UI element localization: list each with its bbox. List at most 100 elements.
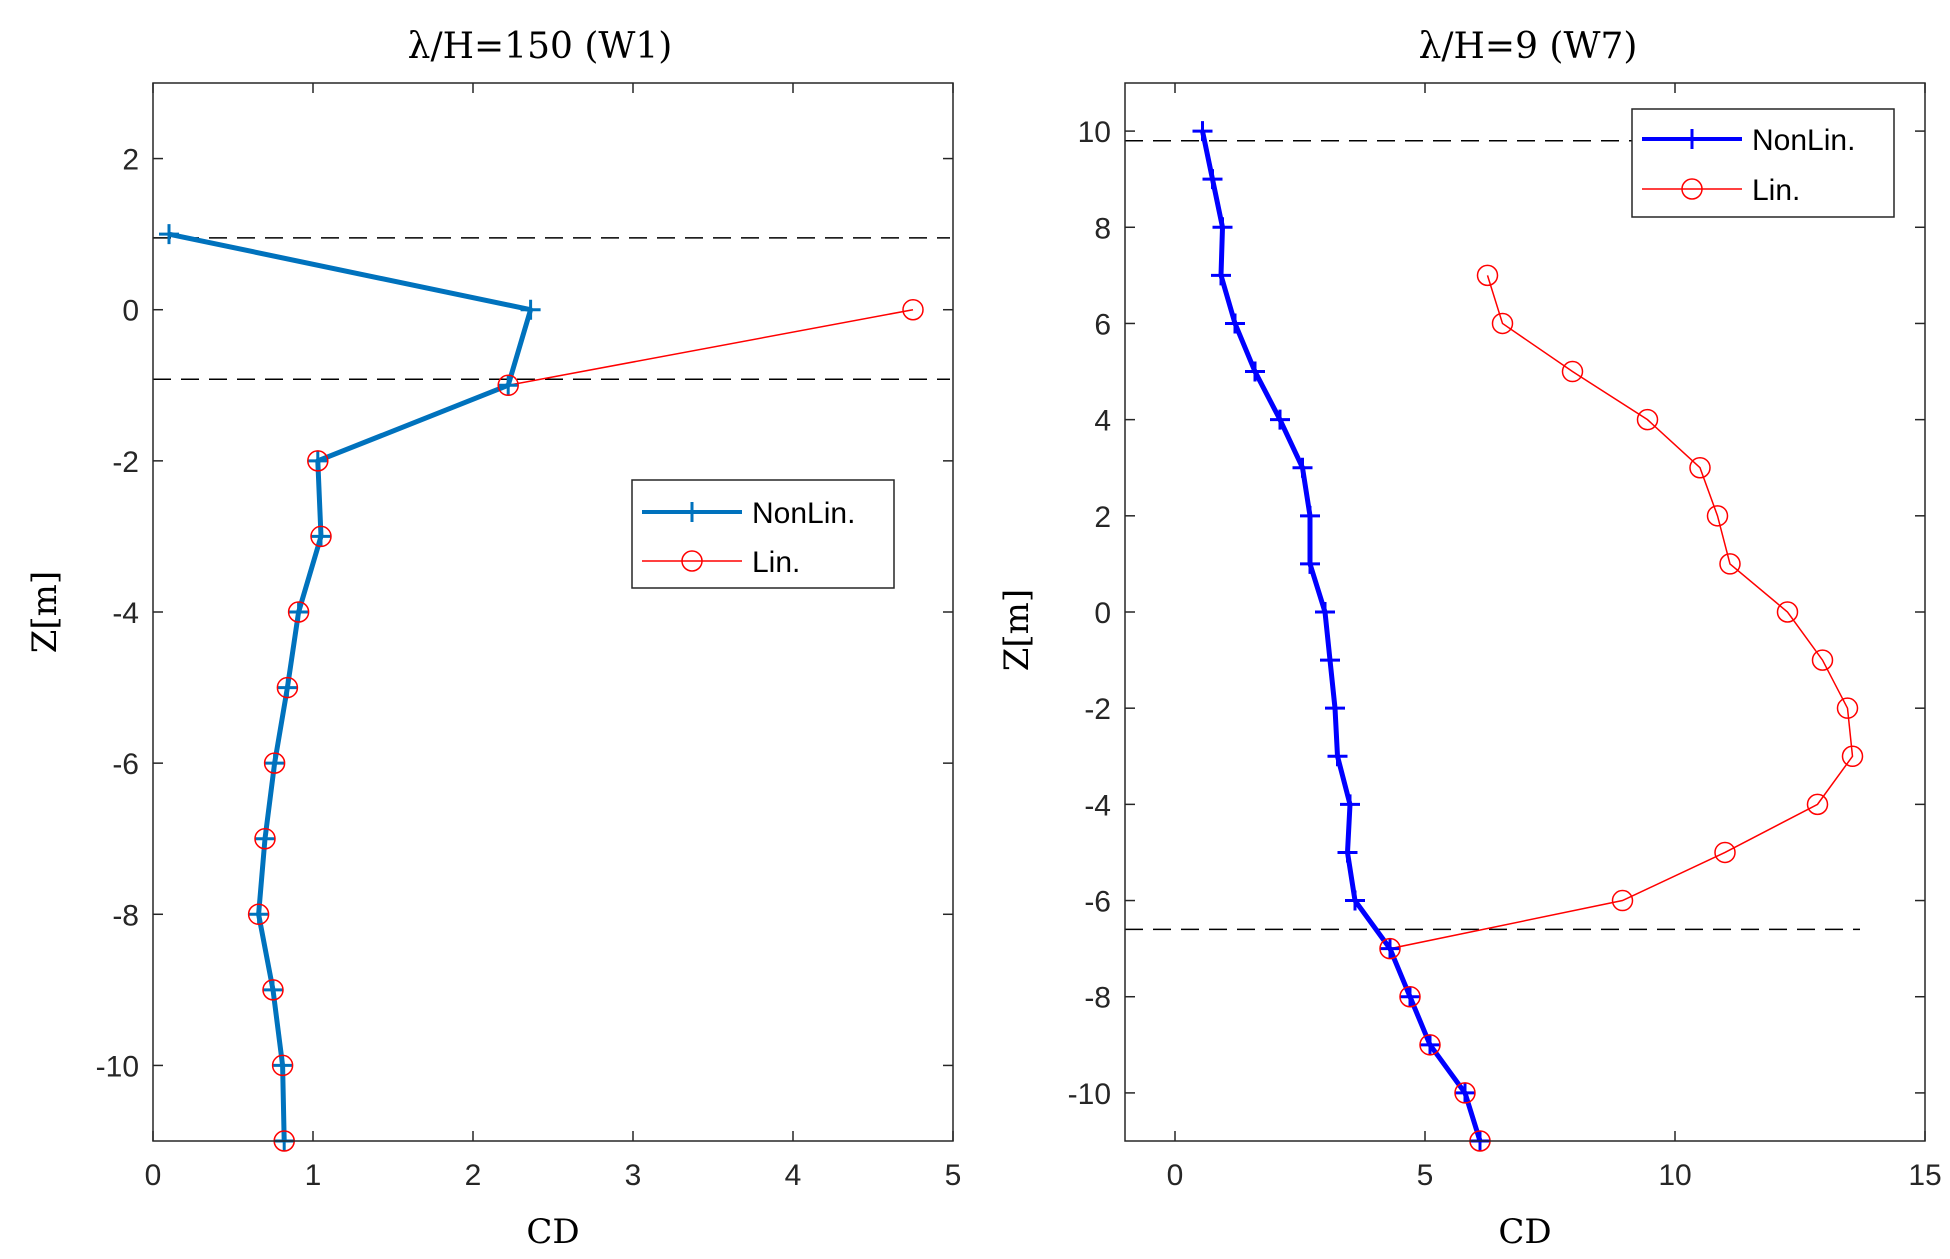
right-legend-marker-lin — [1681, 178, 1703, 200]
left-lin-point — [310, 525, 332, 548]
right-lin-point — [1776, 601, 1799, 623]
right-lin-point — [1491, 312, 1514, 335]
left-legend-marker-lin — [681, 550, 703, 572]
right-y-tick-label: -6 — [1084, 886, 1111, 919]
left-y-tick-label: -4 — [112, 597, 139, 630]
right-axes-box — [1124, 82, 1926, 1142]
left-lin-point — [287, 601, 310, 623]
right-lin-point — [1561, 360, 1584, 383]
right-nonlin-point — [1380, 938, 1400, 959]
left-axes-box — [152, 82, 954, 1142]
right-nonlin-point — [1337, 842, 1358, 863]
right-y-tick-label: -4 — [1084, 789, 1111, 822]
right-nonlin-point — [1420, 1034, 1440, 1055]
right-panel-title: λ/H=9 (W7) — [1419, 26, 1638, 67]
right-x-tick-label: 0 — [1167, 1159, 1184, 1192]
right-x-tick-label: 5 — [1417, 1159, 1434, 1192]
right-ticks: 0 5 10 15 -10 -8 -6 -4 -2 0 2 4 6 8 10 — [1068, 83, 1942, 1192]
left-y-tick-label: -10 — [96, 1050, 139, 1083]
right-nonlin-point — [1325, 698, 1345, 719]
right-nonlin-point — [1270, 409, 1290, 430]
right-y-tick-label: -8 — [1084, 982, 1111, 1015]
right-lin-point — [1841, 745, 1864, 768]
right-lin-point — [1706, 505, 1729, 527]
left-x-tick-label: 4 — [785, 1159, 802, 1192]
right-y-tick-label: 6 — [1094, 308, 1111, 341]
right-nonlin-point — [1225, 313, 1245, 334]
right-nonlin-point — [1320, 650, 1340, 671]
left-legend-marker-nonlin — [682, 502, 702, 522]
right-lin-point — [1399, 985, 1421, 1008]
right-nonlin-point — [1400, 986, 1420, 1007]
right-lin-point — [1611, 889, 1634, 912]
right-lin-point — [1689, 456, 1711, 479]
left-panel-title: λ/H=150 (W1) — [408, 26, 673, 67]
right-x-tick-label: 15 — [1908, 1159, 1941, 1192]
left-legend-box — [631, 479, 895, 589]
right-plot-area — [1125, 83, 1925, 1141]
right-nonlin-point — [1212, 217, 1233, 238]
right-lin-point — [1719, 553, 1741, 575]
right-nonlin-point — [1211, 265, 1231, 286]
right-lin-point — [1379, 937, 1401, 960]
left-y-tick-label: -6 — [112, 748, 139, 781]
right-legend-box — [1631, 108, 1895, 218]
right-lin-point — [1454, 1082, 1476, 1104]
right-lin-point — [1806, 793, 1829, 816]
left-nonlin-point — [311, 526, 331, 547]
right-y-tick-label: 2 — [1094, 501, 1111, 534]
left-y-tick-label: 0 — [122, 295, 139, 328]
right-lin-point — [1811, 649, 1834, 671]
left-nonlin-point — [498, 375, 519, 396]
left-x-axis-label: CD — [526, 1212, 579, 1252]
right-legend-marker-nonlin — [1682, 129, 1702, 149]
right-y-tick-label: -10 — [1068, 1078, 1111, 1111]
left-nonlin-point — [307, 450, 328, 471]
left-y-axis-label: Z[m] — [25, 571, 65, 653]
right-reference-lines — [1125, 139, 1860, 931]
right-y-tick-label: -2 — [1084, 693, 1111, 726]
left-panel: λ/H=150 (W1) 0 1 2 3 4 5 -10 -8 -6 -4 -2 0 2 CD Z[m]… — [25, 26, 961, 1252]
right-y-axis-label: Z[m] — [997, 589, 1037, 671]
right-lin-point — [1419, 1034, 1441, 1056]
right-nonlin-point — [1327, 746, 1348, 767]
left-x-tick-label: 5 — [945, 1159, 962, 1192]
left-x-tick-label: 2 — [465, 1159, 482, 1192]
left-lin-point — [902, 298, 924, 321]
left-nonlin-point — [277, 677, 298, 698]
left-nonlin-point — [288, 602, 309, 622]
left-lin-point — [263, 752, 286, 774]
right-lin-point — [1636, 408, 1659, 431]
left-lin-point — [307, 450, 329, 472]
left-legend-label-nonlin: NonLin. — [752, 497, 855, 530]
right-x-tick-label: 10 — [1658, 1159, 1691, 1192]
right-nonlin-point — [1300, 553, 1320, 574]
right-nonlin-point — [1292, 457, 1313, 478]
left-x-tick-label: 3 — [625, 1159, 642, 1192]
left-y-tick-label: -8 — [112, 899, 139, 932]
right-y-tick-label: 8 — [1094, 212, 1111, 245]
right-nonlin-point — [1345, 890, 1365, 911]
left-legend: NonLin. Lin. — [631, 479, 895, 589]
right-panel: λ/H=9 (W7) 0 5 10 15 -10 -8 -6 -4 -2 0 2 4 6 8 10 CD Z… — [997, 26, 1942, 1252]
right-lin-point — [1836, 697, 1859, 719]
left-lin-point — [247, 903, 270, 926]
right-legend-label-nonlin: NonLin. — [1752, 124, 1855, 157]
right-nonlin-point — [1300, 505, 1320, 526]
left-lin-point — [497, 374, 519, 397]
right-y-tick-label: 0 — [1094, 597, 1111, 630]
right-nonlin-point — [1340, 794, 1360, 815]
left-x-tick-label: 0 — [145, 1159, 162, 1192]
right-nonlin-point — [1192, 121, 1213, 142]
left-nonlin-point — [520, 299, 541, 320]
left-x-tick-label: 1 — [305, 1159, 322, 1192]
right-legend: NonLin. Lin. — [1631, 108, 1895, 218]
left-lin-point — [254, 827, 276, 850]
left-reference-lines — [153, 237, 950, 380]
right-lin-point — [1714, 841, 1736, 864]
left-lin-point — [262, 979, 284, 1001]
right-nonlin-point — [1245, 361, 1265, 382]
left-nonlin-point — [264, 753, 285, 774]
left-lin-point — [276, 676, 299, 699]
